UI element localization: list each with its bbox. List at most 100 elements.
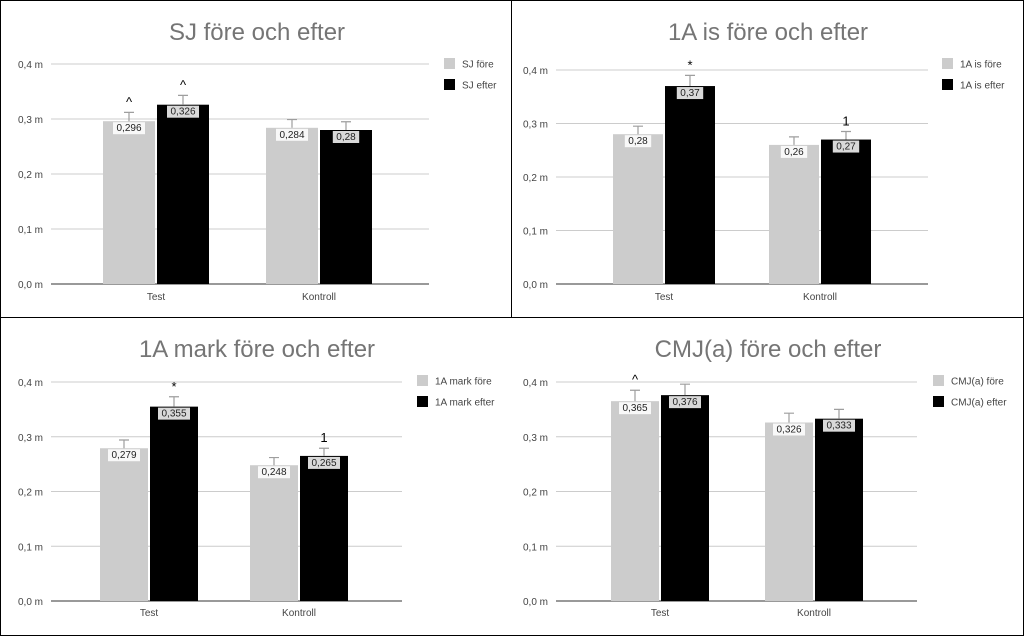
bar bbox=[661, 395, 709, 601]
error-bar bbox=[680, 383, 690, 396]
bar bbox=[100, 448, 148, 601]
data-label: 0,27 bbox=[836, 142, 856, 153]
legend-label: 1A is efter bbox=[960, 81, 1005, 92]
category-label: Kontroll bbox=[797, 608, 831, 619]
chart-title: SJ före och efter bbox=[169, 19, 345, 46]
data-label: 0,296 bbox=[116, 123, 141, 134]
chart-panel-1a-mark: 1A mark före och efter 0,0 m 0,1 m 0,2 m 0,… bbox=[0, 318, 512, 636]
y-tick-label: 0,4 m bbox=[18, 60, 43, 71]
legend-label: 1A mark efter bbox=[435, 398, 495, 409]
bar bbox=[815, 418, 863, 601]
category-label: Test bbox=[140, 608, 159, 619]
category-label: Kontroll bbox=[282, 608, 316, 619]
y-tick-label: 0,3 m bbox=[523, 120, 548, 131]
data-label-bg bbox=[276, 128, 308, 141]
data-label-bg bbox=[669, 396, 701, 409]
error-bar bbox=[685, 74, 695, 87]
significance-marker: ^ bbox=[126, 94, 133, 109]
data-label-bg bbox=[773, 423, 805, 436]
error-bar bbox=[124, 111, 134, 122]
category-label: Kontroll bbox=[302, 292, 336, 303]
y-tick-label: 0,0 m bbox=[523, 280, 548, 291]
y-tick-label: 0,0 m bbox=[18, 597, 43, 608]
bar bbox=[665, 86, 715, 284]
legend-label: SJ före bbox=[462, 60, 494, 71]
y-tick-label: 0,1 m bbox=[523, 227, 548, 238]
legend-swatch bbox=[444, 79, 455, 90]
error-bar bbox=[169, 396, 179, 407]
error-bar bbox=[269, 456, 279, 466]
y-tick-label: 0,1 m bbox=[523, 542, 548, 553]
category-label: Test bbox=[651, 608, 670, 619]
legend-label: SJ efter bbox=[462, 81, 497, 92]
significance-marker: ^ bbox=[632, 372, 639, 387]
data-label-bg bbox=[113, 122, 145, 135]
y-tick-label: 0,1 m bbox=[18, 542, 43, 553]
significance-marker: 1 bbox=[842, 114, 849, 129]
y-tick-label: 0,3 m bbox=[18, 115, 43, 126]
data-label: 0,28 bbox=[628, 136, 648, 147]
data-label: 0,326 bbox=[170, 107, 195, 118]
error-bar bbox=[784, 412, 794, 423]
data-label-bg bbox=[108, 449, 140, 462]
error-bar bbox=[287, 118, 297, 128]
legend-label: CMJ(a) efter bbox=[951, 398, 1007, 409]
significance-marker: * bbox=[171, 379, 176, 394]
y-tick-label: 0,0 m bbox=[18, 280, 43, 291]
data-label-bg bbox=[619, 402, 651, 415]
y-tick-label: 0,1 m bbox=[18, 225, 43, 236]
chart-title: CMJ(a) före och efter bbox=[655, 336, 882, 363]
chart-svg: 1A mark före och efter 0,0 m 0,1 m 0,2 m 0,… bbox=[18, 336, 495, 619]
data-label-bg bbox=[676, 87, 704, 100]
bar bbox=[103, 121, 155, 284]
error-bar bbox=[341, 121, 351, 130]
bar bbox=[157, 104, 209, 284]
data-label-bg bbox=[258, 466, 290, 479]
y-tick-label: 0,4 m bbox=[523, 378, 548, 389]
data-label: 0,26 bbox=[784, 147, 804, 158]
data-label-bg bbox=[823, 419, 855, 432]
significance-marker: ^ bbox=[180, 77, 187, 92]
chart-svg: 1A is före och efter 0,0 m 0,1 m 0,2 m 0,3 … bbox=[523, 19, 1005, 303]
data-label-bg bbox=[832, 140, 860, 153]
data-label: 0,355 bbox=[161, 409, 186, 420]
significance-marker: 1 bbox=[320, 430, 327, 445]
chart-svg: CMJ(a) före och efter 0,0 m 0,1 m 0,2 m 0,3… bbox=[523, 336, 1007, 619]
y-tick-label: 0,4 m bbox=[523, 66, 548, 77]
y-tick-label: 0,0 m bbox=[523, 597, 548, 608]
chart-title: 1A mark före och efter bbox=[139, 336, 375, 363]
legend-label: 1A mark före bbox=[435, 377, 492, 388]
legend-swatch bbox=[417, 396, 428, 407]
y-tick-label: 0,2 m bbox=[523, 173, 548, 184]
data-label-bg bbox=[624, 135, 652, 148]
data-label-bg bbox=[167, 105, 199, 118]
legend-swatch bbox=[933, 375, 944, 386]
data-label: 0,37 bbox=[680, 88, 700, 99]
significance-marker: * bbox=[687, 57, 692, 72]
category-label: Test bbox=[147, 292, 166, 303]
legend-swatch bbox=[444, 58, 455, 69]
data-label-bg bbox=[780, 145, 808, 158]
chart-panel-cmj: CMJ(a) före och efter 0,0 m 0,1 m 0,2 m 0,3… bbox=[512, 318, 1024, 636]
category-label: Kontroll bbox=[803, 292, 837, 303]
bar bbox=[266, 127, 318, 284]
y-tick-label: 0,2 m bbox=[523, 488, 548, 499]
y-tick-label: 0,2 m bbox=[18, 170, 43, 181]
data-label: 0,376 bbox=[672, 397, 697, 408]
error-bar bbox=[789, 136, 799, 145]
data-label: 0,279 bbox=[111, 450, 136, 461]
chart-svg: SJ före och efter 0,0 m 0,1 m 0,2 m 0,3 m 0,… bbox=[18, 19, 497, 303]
data-label: 0,248 bbox=[261, 467, 286, 478]
data-label: 0,284 bbox=[279, 130, 304, 141]
legend-swatch bbox=[942, 58, 953, 69]
bar bbox=[300, 455, 348, 601]
y-tick-label: 0,4 m bbox=[18, 378, 43, 389]
bar bbox=[250, 465, 298, 601]
data-label: 0,265 bbox=[311, 458, 336, 469]
legend-swatch bbox=[942, 79, 953, 90]
legend-label: CMJ(a) före bbox=[951, 377, 1004, 388]
data-label: 0,28 bbox=[336, 132, 356, 143]
legend-swatch bbox=[933, 396, 944, 407]
chart-title: 1A is före och efter bbox=[668, 19, 868, 46]
legend-swatch bbox=[417, 375, 428, 386]
